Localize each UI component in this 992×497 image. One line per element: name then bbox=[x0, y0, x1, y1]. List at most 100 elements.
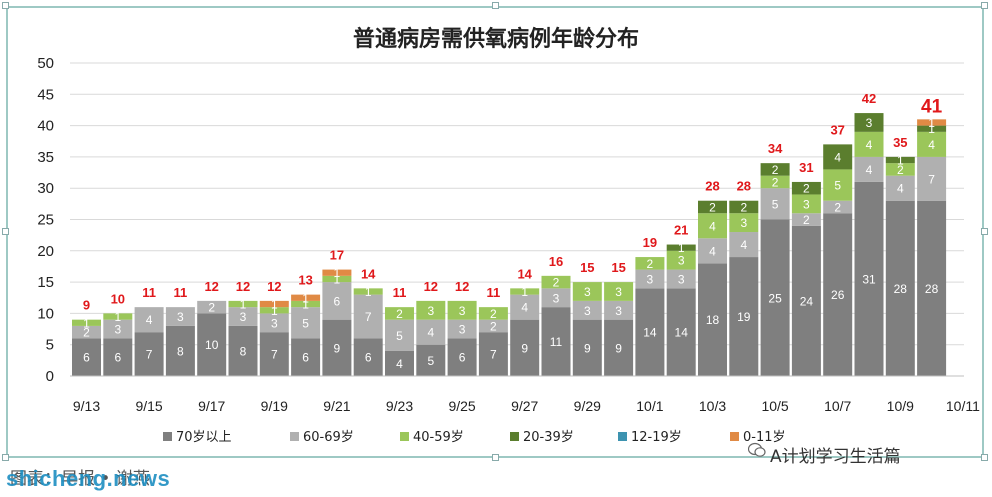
y-tick-label: 25 bbox=[37, 212, 54, 229]
bar-segment bbox=[854, 131, 884, 157]
bar-segment bbox=[291, 300, 321, 308]
legend-label: 60-69岁 bbox=[303, 430, 354, 445]
chart-caption: 图表：早报 • 谢燕 bbox=[10, 469, 150, 489]
segment-value-label: 10 bbox=[205, 338, 219, 352]
segment-value-label: 4 bbox=[834, 150, 841, 164]
segment-value-label: 1 bbox=[928, 116, 935, 130]
total-value-label: 11 bbox=[174, 285, 188, 300]
total-value-label: 28 bbox=[705, 179, 719, 194]
resize-handle[interactable] bbox=[2, 228, 9, 235]
x-tick-label: 10/9 bbox=[887, 398, 914, 414]
bar-segment bbox=[259, 300, 289, 308]
bar-segment bbox=[604, 282, 634, 301]
bar-segment bbox=[353, 288, 383, 295]
total-value-label: 14 bbox=[361, 266, 376, 281]
bar-segment bbox=[228, 300, 258, 308]
y-tick-label: 0 bbox=[46, 368, 54, 385]
segment-value-label: 4 bbox=[521, 301, 528, 315]
bar-segment bbox=[541, 275, 571, 289]
total-value-label: 12 bbox=[267, 279, 281, 294]
resize-handle[interactable] bbox=[492, 2, 499, 9]
total-value-label: 17 bbox=[330, 248, 344, 263]
bar-segment bbox=[447, 300, 477, 320]
segment-value-label: 2 bbox=[490, 307, 497, 321]
bar-segment bbox=[259, 307, 289, 314]
legend-label: 40-59岁 bbox=[413, 430, 464, 445]
resize-handle[interactable] bbox=[981, 2, 988, 9]
legend-swatch bbox=[618, 432, 627, 441]
segment-value-label: 4 bbox=[709, 244, 716, 258]
segment-value-label: 6 bbox=[365, 351, 372, 365]
bar-segment bbox=[666, 288, 696, 376]
segment-value-label: 2 bbox=[647, 257, 654, 271]
segment-value-label: 5 bbox=[427, 354, 434, 368]
segment-value-label: 2 bbox=[803, 182, 810, 196]
bar-segment bbox=[385, 350, 414, 376]
resize-handle[interactable] bbox=[2, 454, 9, 461]
segment-value-label: 4 bbox=[740, 238, 747, 252]
bar-segment bbox=[259, 332, 289, 376]
bar-segment bbox=[854, 156, 884, 182]
x-tick-label: 10/7 bbox=[824, 398, 851, 414]
bar-segment bbox=[228, 307, 258, 326]
bar-segment bbox=[259, 313, 289, 333]
watermark: shicheng.news bbox=[6, 466, 171, 491]
segment-value-label: 1 bbox=[302, 291, 309, 305]
resize-handle[interactable] bbox=[492, 454, 499, 461]
segment-value-label: 1 bbox=[521, 285, 528, 299]
resize-handle[interactable] bbox=[981, 228, 988, 235]
legend-swatch bbox=[290, 432, 299, 441]
total-value-label: 11 bbox=[393, 285, 407, 300]
segment-value-label: 4 bbox=[146, 313, 153, 327]
segment-value-label: 11 bbox=[550, 335, 563, 349]
total-value-label: 10 bbox=[111, 291, 125, 306]
segment-value-label: 4 bbox=[427, 326, 434, 340]
bar-segment bbox=[197, 300, 227, 314]
y-tick-label: 35 bbox=[37, 149, 54, 166]
bar-segment bbox=[322, 319, 352, 376]
bar-segment bbox=[103, 313, 133, 320]
total-value-label: 41 bbox=[921, 96, 943, 117]
total-value-label: 34 bbox=[768, 141, 783, 156]
segment-value-label: 7 bbox=[490, 348, 497, 362]
bar-segment bbox=[698, 213, 727, 239]
x-tick-label: 10/1 bbox=[636, 398, 663, 414]
bar-segment bbox=[134, 332, 164, 376]
bar-segment bbox=[917, 131, 947, 157]
bar-segment bbox=[854, 181, 884, 376]
x-tick-label: 9/21 bbox=[323, 398, 350, 414]
wechat-icon bbox=[748, 442, 766, 457]
bar-segment bbox=[604, 319, 634, 376]
resize-handle[interactable] bbox=[2, 2, 9, 9]
bar-segment bbox=[510, 319, 540, 376]
segment-value-label: 6 bbox=[334, 294, 341, 308]
segment-value-label: 5 bbox=[834, 179, 841, 193]
segment-value-label: 4 bbox=[709, 219, 716, 233]
chart-frame bbox=[6, 6, 984, 458]
bar-segment bbox=[572, 319, 602, 376]
bar-segment bbox=[885, 156, 915, 164]
bar-segment bbox=[572, 282, 602, 301]
total-value-label: 15 bbox=[611, 260, 625, 275]
segment-value-label: 3 bbox=[271, 316, 278, 330]
bar-segment bbox=[541, 307, 571, 376]
bar-segment bbox=[322, 269, 352, 276]
x-tick-label: 10/11 bbox=[946, 398, 980, 414]
y-tick-label: 10 bbox=[37, 305, 54, 322]
segment-value-label: 1 bbox=[114, 310, 121, 324]
bar-segment bbox=[322, 282, 352, 320]
x-tick-label: 10/3 bbox=[699, 398, 726, 414]
x-tick-label: 9/13 bbox=[73, 398, 100, 414]
resize-handle[interactable] bbox=[981, 454, 988, 461]
bar-segment bbox=[291, 307, 321, 339]
segment-value-label: 3 bbox=[615, 285, 622, 299]
bars: 6219631107411831110212831127311126511139… bbox=[72, 91, 947, 376]
segment-value-label: 2 bbox=[709, 200, 716, 214]
bar-segment bbox=[353, 338, 383, 376]
total-value-label: 21 bbox=[674, 223, 688, 238]
x-tick-label: 10/5 bbox=[761, 398, 788, 414]
total-value-label: 19 bbox=[643, 235, 657, 250]
segment-value-label: 3 bbox=[615, 304, 622, 318]
bar-segment bbox=[635, 257, 665, 270]
segment-value-label: 7 bbox=[928, 172, 935, 186]
